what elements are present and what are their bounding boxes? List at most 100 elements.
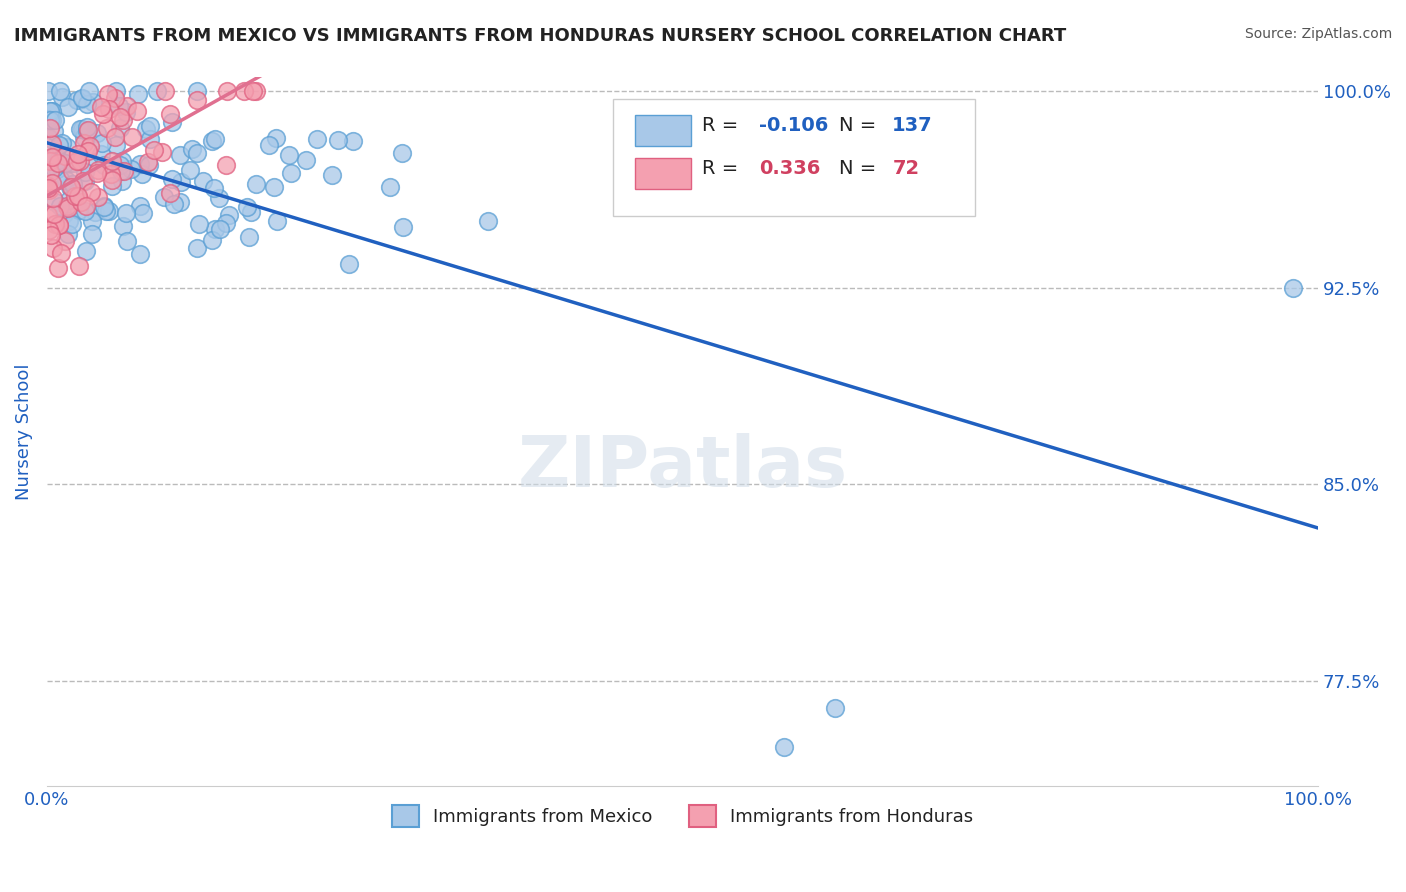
Immigrants from Mexico [65,186,87,201]
Immigrants from Honduras [70,195,93,210]
Immigrants from Mexico [53,202,76,217]
Immigrants from Mexico [37,112,59,126]
FancyBboxPatch shape [613,99,974,216]
Immigrants from Mexico [41,112,63,127]
Text: IMMIGRANTS FROM MEXICO VS IMMIGRANTS FROM HONDURAS NURSERY SCHOOL CORRELATION CH: IMMIGRANTS FROM MEXICO VS IMMIGRANTS FRO… [14,27,1066,45]
Immigrants from Mexico [48,138,70,153]
Immigrants from Honduras [53,234,76,248]
Immigrants from Mexico [90,147,112,161]
Immigrants from Mexico [41,104,63,119]
Immigrants from Mexico [245,177,267,191]
Immigrants from Mexico [326,133,349,147]
Immigrants from Mexico [56,100,79,114]
Immigrants from Mexico [80,227,103,241]
Immigrants from Mexico [305,131,328,145]
Immigrants from Mexico [240,205,263,219]
Immigrants from Mexico [342,134,364,148]
Immigrants from Mexico [127,87,149,101]
Text: R =: R = [702,159,744,178]
Immigrants from Honduras [48,218,70,232]
Immigrants from Honduras [38,154,60,169]
Immigrants from Honduras [67,189,90,203]
Immigrants from Mexico [49,172,72,186]
Immigrants from Honduras [41,228,63,243]
Immigrants from Mexico [76,120,98,135]
Immigrants from Honduras [37,181,59,195]
Immigrants from Honduras [87,163,110,178]
Immigrants from Mexico [181,142,204,156]
Immigrants from Honduras [37,179,59,194]
Immigrants from Honduras [97,87,120,102]
Immigrants from Mexico [77,84,100,98]
Immigrants from Mexico [204,181,226,195]
Immigrants from Mexico [55,173,77,187]
Text: 72: 72 [893,159,920,178]
Immigrants from Mexico [39,112,62,127]
Immigrants from Mexico [201,233,224,247]
Immigrants from Mexico [170,175,193,189]
Immigrants from Mexico [128,157,150,171]
Immigrants from Honduras [63,188,86,202]
Immigrants from Honduras [80,185,103,199]
Immigrants from Honduras [186,94,208,108]
Immigrants from Honduras [38,183,60,197]
Immigrants from Honduras [125,103,148,118]
Immigrants from Honduras [159,107,181,121]
Immigrants from Mexico [120,161,142,176]
Immigrants from Mexico [38,131,60,145]
Immigrants from Mexico [169,194,191,209]
Immigrants from Mexico [86,126,108,140]
Immigrants from Mexico [82,95,104,109]
Immigrants from Mexico [139,119,162,133]
Text: N =: N = [839,116,883,136]
Immigrants from Honduras [104,130,127,145]
Immigrants from Mexico [105,84,128,98]
Immigrants from Honduras [42,241,65,255]
Immigrants from Honduras [72,136,94,150]
Immigrants from Honduras [66,146,89,161]
Immigrants from Mexico [80,213,103,227]
Text: R =: R = [702,116,744,136]
Immigrants from Honduras [60,179,83,194]
Immigrants from Mexico [75,244,97,258]
Immigrants from Honduras [56,198,79,212]
Immigrants from Mexico [42,149,65,163]
Immigrants from Mexico [56,157,79,171]
Immigrants from Mexico [97,204,120,219]
Immigrants from Mexico [93,200,115,214]
Immigrants from Honduras [100,167,122,181]
Immigrants from Mexico [138,158,160,172]
Immigrants from Honduras [66,153,89,168]
Immigrants from Mexico [93,158,115,172]
Immigrants from Honduras [104,90,127,104]
Immigrants from Mexico [101,179,124,194]
Immigrants from Mexico [117,234,139,248]
Immigrants from Honduras [75,199,97,213]
Immigrants from Honduras [111,112,134,127]
Immigrants from Mexico [169,148,191,162]
Immigrants from Mexico [66,94,89,108]
Immigrants from Mexico [111,219,134,234]
Immigrants from Mexico [49,199,72,213]
Immigrants from Mexico [42,123,65,137]
Immigrants from Mexico [209,222,232,236]
Immigrants from Mexico [58,214,80,228]
Immigrants from Mexico [76,96,98,111]
Immigrants from Mexico [53,206,76,220]
Immigrants from Mexico [62,156,84,170]
Immigrants from Honduras [98,103,121,117]
Immigrants from Mexico [215,216,238,230]
Immigrants from Honduras [150,145,173,160]
Immigrants from Honduras [112,163,135,178]
Immigrants from Mexico [83,205,105,219]
Immigrants from Honduras [108,110,131,124]
Immigrants from Honduras [232,84,254,98]
Immigrants from Mexico [76,157,98,171]
Immigrants from Honduras [91,107,114,121]
Immigrants from Honduras [48,218,70,232]
Immigrants from Mexico [264,130,287,145]
Immigrants from Mexico [73,165,96,179]
Immigrants from Mexico [280,166,302,180]
FancyBboxPatch shape [636,158,692,189]
Immigrants from Mexico [108,99,131,113]
